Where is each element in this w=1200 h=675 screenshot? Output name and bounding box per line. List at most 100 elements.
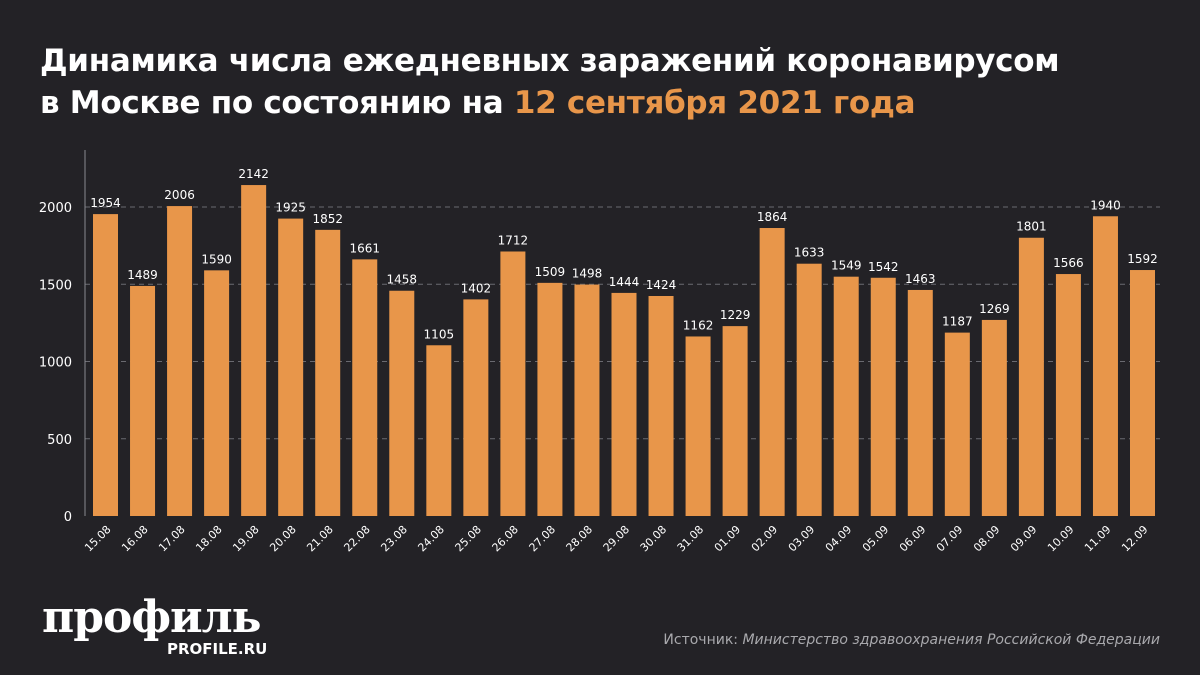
logo-sub: PROFILE.RU [167, 640, 268, 658]
x-tick-label: 28.08 [564, 523, 595, 554]
bar [833, 276, 859, 516]
bar [537, 282, 563, 516]
data-label: 1801 [1016, 220, 1047, 234]
bar [167, 206, 193, 516]
bar [352, 259, 378, 516]
data-label: 1542 [868, 260, 899, 274]
data-label: 1424 [646, 278, 677, 292]
x-tick-label: 10.09 [1045, 523, 1076, 554]
source-label: Источник: [663, 632, 743, 648]
bar [278, 218, 304, 516]
x-tick-label: 18.08 [193, 523, 224, 554]
title-line-1: Динамика числа ежедневных заражений коро… [40, 43, 1060, 79]
data-label: 1463 [905, 272, 936, 286]
x-tick-label: 03.09 [786, 523, 817, 554]
data-label: 1229 [720, 308, 751, 322]
bar [1092, 216, 1118, 516]
data-label: 1509 [535, 265, 566, 279]
source-note: Источник: Министерство здравоохранения Р… [663, 632, 1160, 648]
data-label: 1852 [312, 212, 343, 226]
x-tick-label: 21.08 [304, 523, 335, 554]
data-label: 1444 [609, 275, 640, 289]
data-label: 1864 [757, 210, 788, 224]
x-tick-label: 30.08 [638, 523, 669, 554]
y-tick-label: 0 [64, 510, 72, 525]
bar [1130, 270, 1155, 516]
x-tick-label: 31.08 [675, 523, 706, 554]
title-date: 12 сентября 2021 года [513, 85, 916, 121]
data-label: 1592 [1127, 252, 1158, 266]
profile-logo: профиль PROFILE.RU [42, 592, 267, 659]
y-tick-label: 500 [47, 433, 72, 448]
y-tick-label: 1500 [39, 278, 72, 293]
bar [611, 292, 637, 516]
data-label: 1590 [201, 252, 232, 266]
data-label: 1105 [424, 327, 455, 341]
bar [648, 295, 674, 516]
x-tick-label: 04.09 [823, 523, 854, 554]
bar [1055, 274, 1081, 516]
x-tick-label: 17.08 [156, 523, 187, 554]
bar [944, 332, 970, 516]
x-tick-label: 24.08 [415, 523, 446, 554]
bar [1018, 237, 1044, 517]
data-label: 1269 [979, 302, 1010, 316]
data-label: 1549 [831, 259, 862, 273]
bar [130, 285, 156, 516]
x-tick-label: 29.08 [601, 523, 632, 554]
bar [241, 185, 267, 516]
x-tick-label: 12.09 [1119, 523, 1150, 554]
x-tick-label: 01.09 [712, 523, 743, 554]
title-prefix: в Москве по состоянию на [40, 85, 514, 121]
x-tick-label: 16.08 [119, 523, 150, 554]
x-tick-label: 20.08 [267, 523, 298, 554]
x-tick-label: 05.09 [860, 523, 891, 554]
bar [93, 214, 118, 516]
data-label: 2006 [164, 188, 195, 202]
title-line-2: в Москве по состоянию на 12 сентября 202… [40, 82, 1059, 124]
source-value: Министерство здравоохранения Российской … [742, 632, 1160, 648]
x-tick-label: 15.08 [82, 523, 113, 554]
data-label: 1566 [1053, 256, 1084, 270]
bar [204, 270, 230, 516]
data-label: 1940 [1090, 198, 1121, 212]
x-tick-label: 25.08 [453, 523, 484, 554]
x-tick-label: 09.09 [1008, 523, 1039, 554]
x-tick-label: 06.09 [897, 523, 928, 554]
x-tick-label: 02.09 [749, 523, 780, 554]
x-tick-label: 08.09 [971, 523, 1002, 554]
bar [759, 228, 785, 516]
data-label: 1661 [349, 241, 380, 255]
x-tick-label: 19.08 [230, 523, 261, 554]
data-label: 1712 [498, 233, 529, 247]
chart-title: Динамика числа ежедневных заражений коро… [40, 40, 1060, 124]
bar [981, 319, 1007, 516]
bar [796, 263, 822, 516]
data-label: 1162 [683, 318, 714, 332]
logo-main: профиль [42, 592, 262, 643]
bar [722, 326, 748, 516]
bar [685, 336, 711, 516]
data-label: 1187 [942, 315, 973, 329]
x-tick-label: 07.09 [934, 523, 965, 554]
y-tick-label: 2000 [39, 201, 72, 216]
data-label: 2142 [238, 167, 269, 181]
data-label: 1402 [461, 281, 492, 295]
x-tick-label: 23.08 [378, 523, 409, 554]
bar [907, 289, 933, 516]
bar [463, 299, 489, 516]
bar [315, 229, 341, 516]
data-label: 1925 [275, 201, 306, 215]
data-label: 1498 [572, 267, 603, 281]
data-label: 1633 [794, 246, 825, 260]
y-tick-label: 1000 [39, 356, 72, 371]
bar [574, 284, 600, 516]
bar [389, 290, 415, 516]
x-tick-label: 11.09 [1082, 523, 1113, 554]
data-label: 1954 [90, 196, 121, 210]
x-tick-label: 27.08 [527, 523, 558, 554]
bar [426, 345, 452, 516]
bar [870, 277, 896, 516]
x-tick-label: 22.08 [341, 523, 372, 554]
